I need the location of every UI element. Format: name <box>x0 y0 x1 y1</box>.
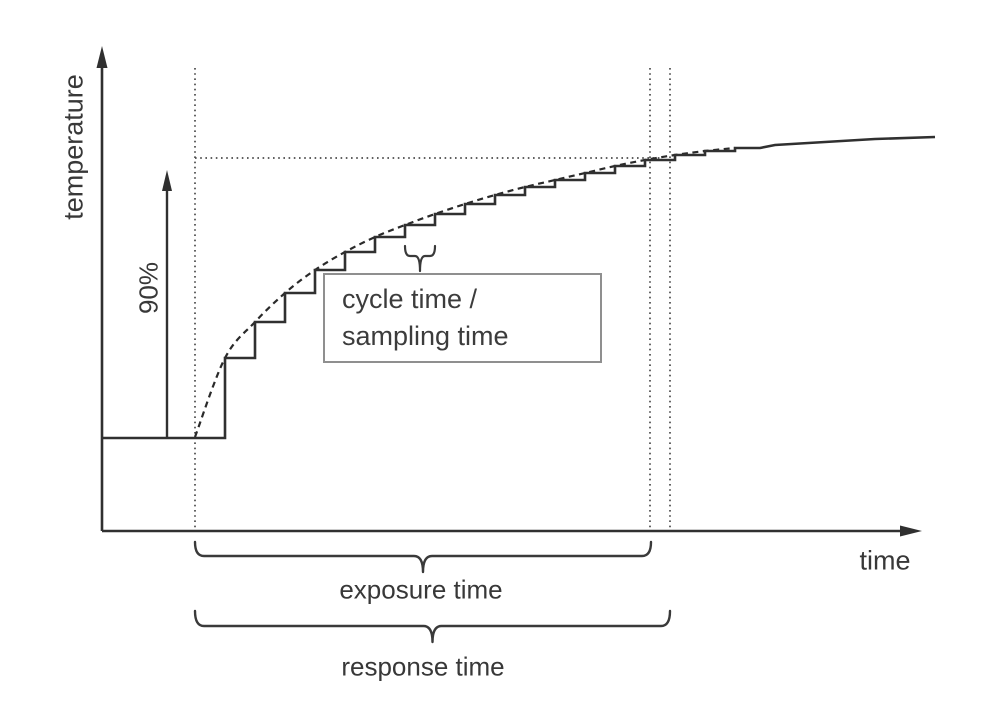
response-time-brace <box>193 609 672 644</box>
cycle-time-callout-box: cycle time / sampling time <box>323 273 602 363</box>
cycle-time-label-line1: cycle time / <box>342 284 478 314</box>
exposure-time-brace <box>193 540 653 574</box>
ninety-percent-label: 90% <box>133 261 164 315</box>
exposure-time-label: exposure time <box>339 574 503 605</box>
cycle-time-label-line2: sampling time <box>342 321 509 351</box>
y-axis-label: temperature <box>58 74 89 220</box>
x-axis-arrowhead <box>900 525 922 537</box>
ninety-percent-arrowhead <box>162 170 172 191</box>
cycle-time-brace <box>403 244 437 273</box>
sensor-reading-staircase <box>102 135 936 440</box>
x-axis-label: time <box>859 545 911 576</box>
response-time-label: response time <box>341 651 505 682</box>
y-axis-arrowhead <box>96 46 108 68</box>
